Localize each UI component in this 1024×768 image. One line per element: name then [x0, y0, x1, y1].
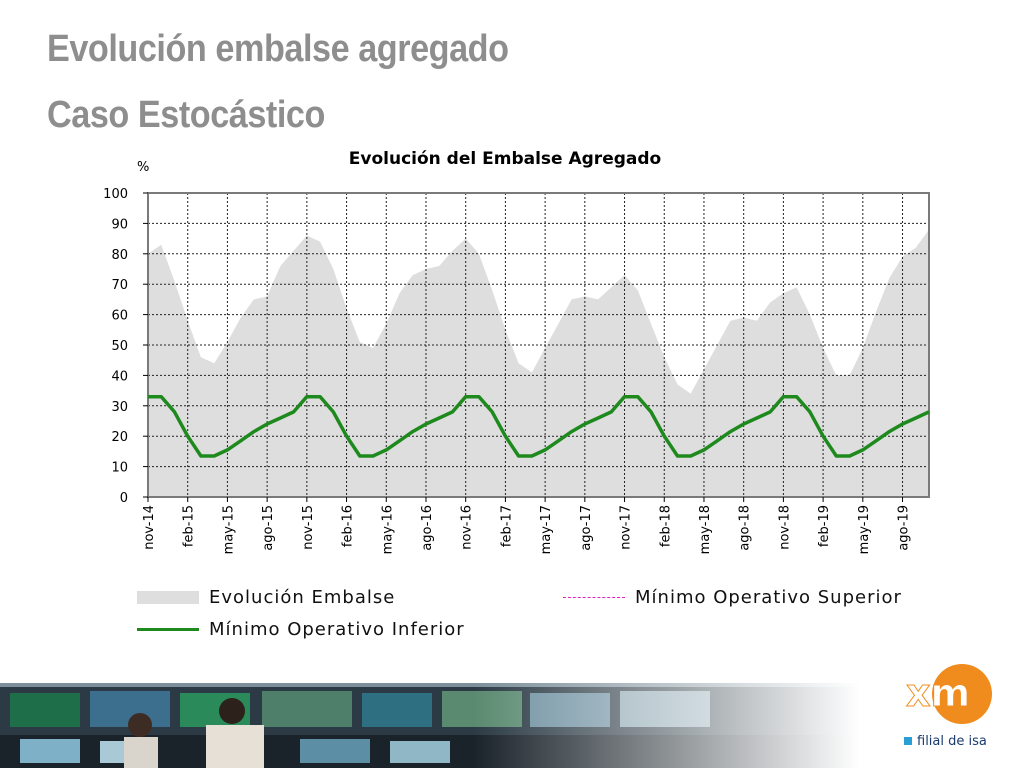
y-tick-label: 0	[120, 491, 128, 506]
x-tick-label: nov-17	[619, 505, 634, 550]
x-tick-label: feb-19	[817, 505, 832, 547]
x-tick-label: ago-16	[420, 505, 435, 551]
slide-title: Evolución embalse agregado	[47, 28, 509, 70]
x-tick-label: ago-18	[738, 505, 753, 551]
y-tick-label: 40	[111, 369, 128, 384]
y-tick-label: 50	[111, 339, 128, 354]
x-tick-label: ago-17	[579, 505, 594, 551]
x-tick-label: feb-15	[182, 505, 197, 547]
x-tick-label: feb-18	[658, 505, 673, 547]
y-tick-label: 70	[111, 278, 128, 293]
x-tick-label: nov-14	[142, 505, 157, 550]
x-tick-label: nov-16	[460, 505, 475, 550]
x-tick-label: may-16	[380, 505, 395, 554]
legend-label: Evolución Embalse	[209, 587, 396, 608]
x-tick-label: nov-18	[777, 505, 792, 550]
logo-mark: xm	[906, 671, 970, 715]
y-tick-label: 10	[111, 461, 128, 476]
legend-item-evolucion-embalse: Evolución Embalse	[137, 587, 395, 608]
logo-circle	[932, 664, 992, 724]
x-tick-label: feb-16	[341, 505, 356, 547]
legend-swatch-area	[137, 591, 199, 604]
banner-fade	[0, 683, 860, 768]
legend-label: Mínimo Operativo Superior	[635, 587, 902, 608]
logo-square-icon	[904, 737, 912, 745]
x-tick-label: may-19	[857, 505, 872, 554]
y-tick-label: 30	[111, 400, 128, 415]
legend-label: Mínimo Operativo Inferior	[209, 619, 465, 640]
x-tick-label: ago-19	[897, 505, 912, 551]
control-room-banner	[0, 683, 860, 768]
reservoir-chart: Evolución del Embalse Agregado % 0 10 20 30…	[103, 149, 930, 554]
x-tick-label: nov-15	[301, 505, 316, 550]
xm-logo: xm filial de isa	[904, 664, 992, 749]
x-tick-label: ago-15	[261, 505, 276, 551]
legend-item-minimo-superior: Mínimo Operativo Superior	[563, 587, 902, 608]
x-tick-label: may-17	[539, 505, 554, 554]
y-tick-label: 20	[111, 430, 128, 445]
legend-item-minimo-inferior: Mínimo Operativo Inferior	[137, 619, 465, 640]
chart-title: Evolución del Embalse Agregado	[349, 149, 661, 169]
logo-tagline: filial de isa	[917, 734, 987, 749]
y-tick-label: 80	[111, 248, 128, 263]
x-tick-label: may-15	[221, 505, 236, 554]
x-tick-label: may-18	[698, 505, 713, 554]
plot-area: 0 10 20 30 40 50 60 70 80 90 100 nov-14 feb-15 may-15…	[103, 187, 930, 554]
x-tick-label: feb-17	[499, 505, 514, 547]
y-axis-unit: %	[137, 160, 149, 175]
y-tick-label: 100	[103, 187, 128, 202]
line-minimo-operativo-inferior	[148, 394, 930, 458]
y-tick-label: 60	[111, 309, 128, 324]
y-tick-label: 90	[111, 217, 128, 232]
slide-subtitle: Caso Estocástico	[47, 94, 325, 136]
legend-swatch-line	[137, 628, 199, 631]
legend-swatch-dashed	[563, 597, 625, 598]
